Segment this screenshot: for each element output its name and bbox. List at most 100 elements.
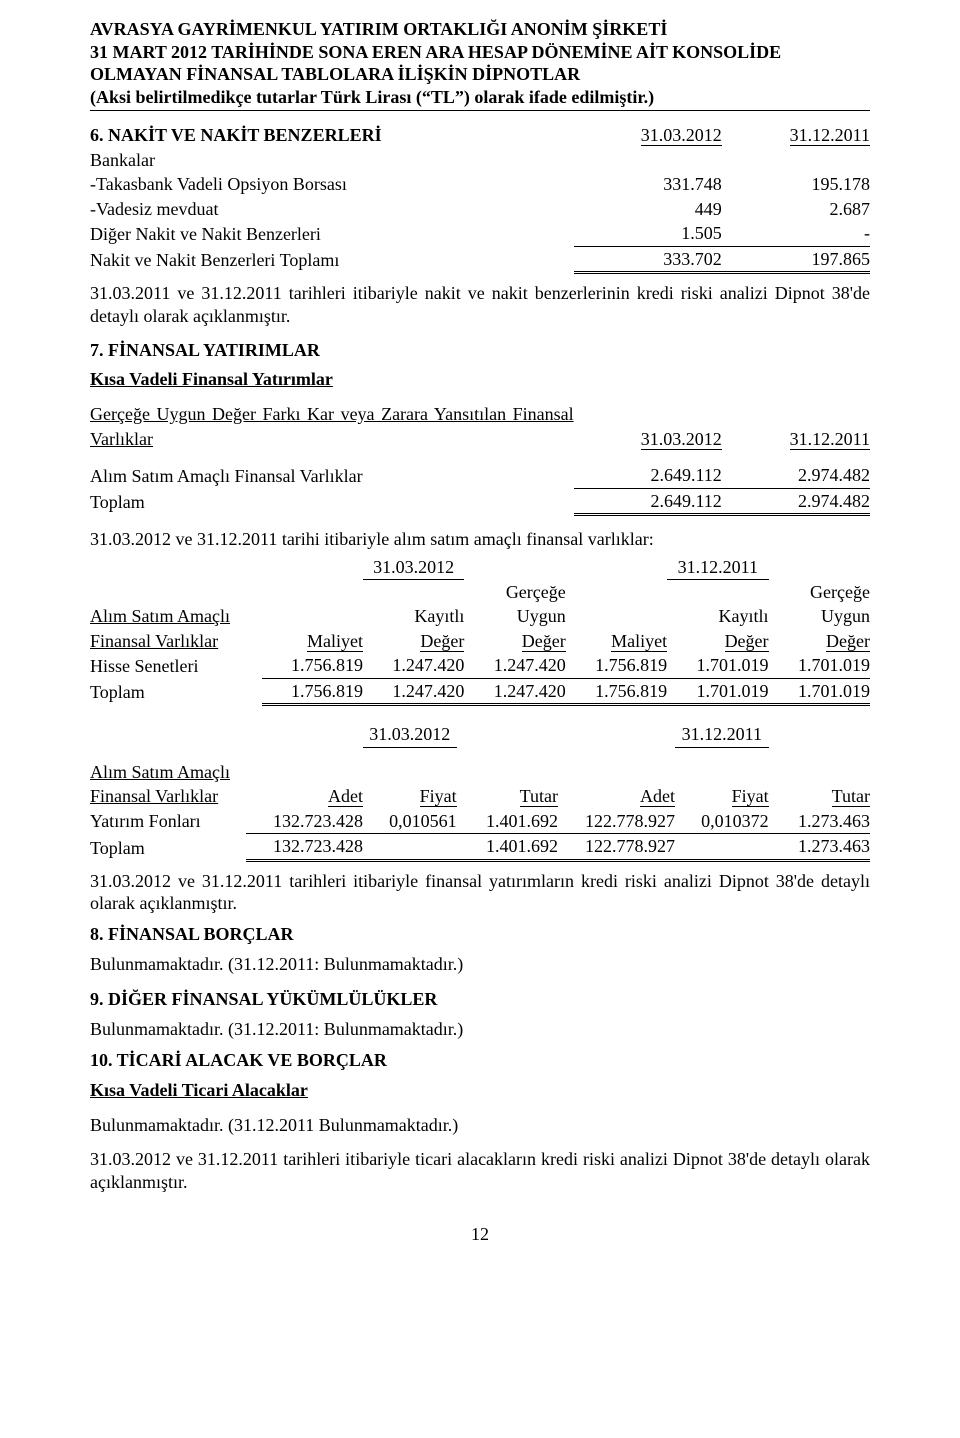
wt1-h-deger: Değer	[522, 631, 566, 652]
sec9-title: 9. DİĞER FİNANSAL YÜKÜMLÜLÜKLER	[90, 988, 870, 1011]
doc-header-line3: OLMAYAN FİNANSAL TABLOLARA İLİŞKİN DİPNO…	[90, 63, 870, 86]
table-cell: 132.723.428	[246, 834, 363, 861]
wt1-h-uygun: Uygun	[464, 604, 565, 629]
sec7-row-label: Alım Satım Amaçlı Finansal Varlıklar	[90, 463, 574, 488]
wt1-h-maliyet: Maliyet	[307, 631, 363, 652]
sec10-subtitle: Kısa Vadeli Ticari Alacaklar	[90, 1080, 308, 1100]
wt2-h-tutar: Tutar	[832, 786, 870, 807]
table-cell: 1.247.420	[363, 653, 464, 678]
sec6-table: 6. NAKİT VE NAKİT BENZERLERİ 31.03.2012 …	[90, 123, 870, 274]
wt2-h-adet: Adet	[328, 786, 363, 807]
table-cell: 1.247.420	[464, 653, 565, 678]
table-cell: 132.723.428	[246, 809, 363, 834]
doc-header-line4: (Aksi belirtilmedikçe tutarlar Türk Lira…	[90, 86, 870, 112]
sec10-title: 10. TİCARİ ALACAK VE BORÇLAR	[90, 1049, 870, 1072]
sec6-total-label: Nakit ve Nakit Benzerleri Toplamı	[90, 246, 574, 273]
document-page: AVRASYA GAYRİMENKUL YATIRIM ORTAKLIĞI AN…	[0, 0, 960, 1266]
wt2-h-fiyat: Fiyat	[732, 786, 769, 807]
sec10-after-note: 31.03.2012 ve 31.12.2011 tarihleri itiba…	[90, 1148, 870, 1193]
wt1-h-maliyet: Maliyet	[611, 631, 667, 652]
table-cell: 2.649.112	[574, 488, 722, 515]
table-cell: 195.178	[722, 172, 870, 197]
table-cell	[675, 834, 769, 861]
wt1-h-kayitli: Kayıtlı	[667, 604, 768, 629]
wt2-date1: 31.03.2012	[363, 722, 457, 747]
table-row-label: Diğer Nakit ve Nakit Benzerleri	[90, 221, 574, 246]
sec7-wide-table-1: 31.03.2012 31.12.2011 Gerçeğe Gerçeğe Al…	[90, 555, 870, 707]
sec8-title: 8. FİNANSAL BORÇLAR	[90, 923, 870, 946]
sec7-para2: Varlıklar	[90, 429, 153, 449]
sec7-date1: 31.03.2012	[641, 429, 722, 450]
table-row-label: Yatırım Fonları	[90, 809, 246, 834]
table-cell: 2.974.482	[722, 488, 870, 515]
sec6-title: 6. NAKİT VE NAKİT BENZERLERİ	[90, 123, 574, 148]
wt2-head1a: Alım Satım Amaçlı	[90, 762, 230, 782]
table-cell	[363, 834, 457, 861]
table-cell: -	[722, 221, 870, 246]
sec7-total-label: Toplam	[90, 488, 574, 515]
page-number: 12	[90, 1223, 870, 1246]
sec6-date2: 31.12.2011	[790, 125, 870, 146]
table-cell: 1.273.463	[769, 834, 870, 861]
sec6-note: 31.03.2011 ve 31.12.2011 tarihleri itiba…	[90, 282, 870, 327]
table-cell: 2.649.112	[574, 463, 722, 488]
table-row-label: Hisse Senetleri	[90, 653, 262, 678]
table-cell: 2.687	[722, 197, 870, 222]
table-cell: 0,010561	[363, 809, 457, 834]
wt1-date2: 31.12.2011	[667, 555, 768, 580]
wt1-date1: 31.03.2012	[363, 555, 464, 580]
wt1-total-label: Toplam	[90, 678, 262, 705]
table-cell: 1.273.463	[769, 809, 870, 834]
wt2-date2: 31.12.2011	[675, 722, 769, 747]
table-cell: 1.756.819	[262, 678, 363, 705]
table-cell: 1.756.819	[566, 678, 667, 705]
wt2-head1b: Finansal Varlıklar	[90, 786, 218, 806]
sec7-para1: Gerçeğe Uygun Değer Farkı Kar veya Zarar…	[90, 403, 574, 426]
table-row-label: -Takasbank Vadeli Opsiyon Borsası	[90, 172, 574, 197]
sec7-wide-table-2: 31.03.2012 31.12.2011 Alım Satım Amaçlı …	[90, 722, 870, 862]
doc-header-line2: 31 MART 2012 TARİHİNDE SONA EREN ARA HES…	[90, 41, 870, 64]
sec7-subtitle: Kısa Vadeli Finansal Yatırımlar	[90, 369, 333, 389]
table-cell: 1.756.819	[566, 653, 667, 678]
sec7-date2: 31.12.2011	[790, 429, 870, 450]
wt1-h-deger: Değer	[420, 631, 464, 652]
wt1-head1b: Finansal Varlıklar	[90, 631, 218, 651]
sec7-after-note: 31.03.2012 ve 31.12.2011 tarihleri itiba…	[90, 870, 870, 915]
sec6-total-v1: 333.702	[574, 246, 722, 273]
doc-header-line1: AVRASYA GAYRİMENKUL YATIRIM ORTAKLIĞI AN…	[90, 18, 870, 41]
table-row-label: Bankalar	[90, 148, 574, 173]
wt1-h-uygun: Uygun	[769, 604, 870, 629]
table-cell: 1.701.019	[667, 653, 768, 678]
table-cell: 1.701.019	[769, 678, 870, 705]
table-cell: 1.401.692	[457, 834, 558, 861]
table-cell: 449	[574, 197, 722, 222]
table-row-label: -Vadesiz mevduat	[90, 197, 574, 222]
table-cell: 1.247.420	[464, 678, 565, 705]
sec7-summary-table: Gerçeğe Uygun Değer Farkı Kar veya Zarar…	[90, 402, 870, 516]
table-cell: 1.401.692	[457, 809, 558, 834]
wt1-h-deger: Değer	[725, 631, 769, 652]
table-cell	[574, 148, 722, 173]
sec10-text: Bulunmamaktadır. (31.12.2011 Bulunmamakt…	[90, 1114, 870, 1137]
wt2-h-fiyat: Fiyat	[420, 786, 457, 807]
wt1-h-gercege: Gerçeğe	[464, 580, 565, 605]
sec6-date1: 31.03.2012	[641, 125, 722, 146]
table-cell: 1.756.819	[262, 653, 363, 678]
table-cell: 122.778.927	[558, 834, 675, 861]
sec6-total-v2: 197.865	[722, 246, 870, 273]
sec7-title: 7. FİNANSAL YATIRIMLAR	[90, 339, 870, 362]
table-cell: 1.505	[574, 221, 722, 246]
table-cell	[722, 148, 870, 173]
table-cell: 1.701.019	[667, 678, 768, 705]
wt1-h-deger: Değer	[826, 631, 870, 652]
table-cell: 2.974.482	[722, 463, 870, 488]
table-cell: 1.701.019	[769, 653, 870, 678]
table-cell: 1.247.420	[363, 678, 464, 705]
wt2-total-label: Toplam	[90, 834, 246, 861]
table-cell: 331.748	[574, 172, 722, 197]
wt1-head1a: Alım Satım Amaçlı	[90, 606, 230, 626]
wt1-h-kayitli: Kayıtlı	[363, 604, 464, 629]
wt2-h-adet: Adet	[640, 786, 675, 807]
table-cell: 122.778.927	[558, 809, 675, 834]
wt2-h-tutar: Tutar	[520, 786, 558, 807]
